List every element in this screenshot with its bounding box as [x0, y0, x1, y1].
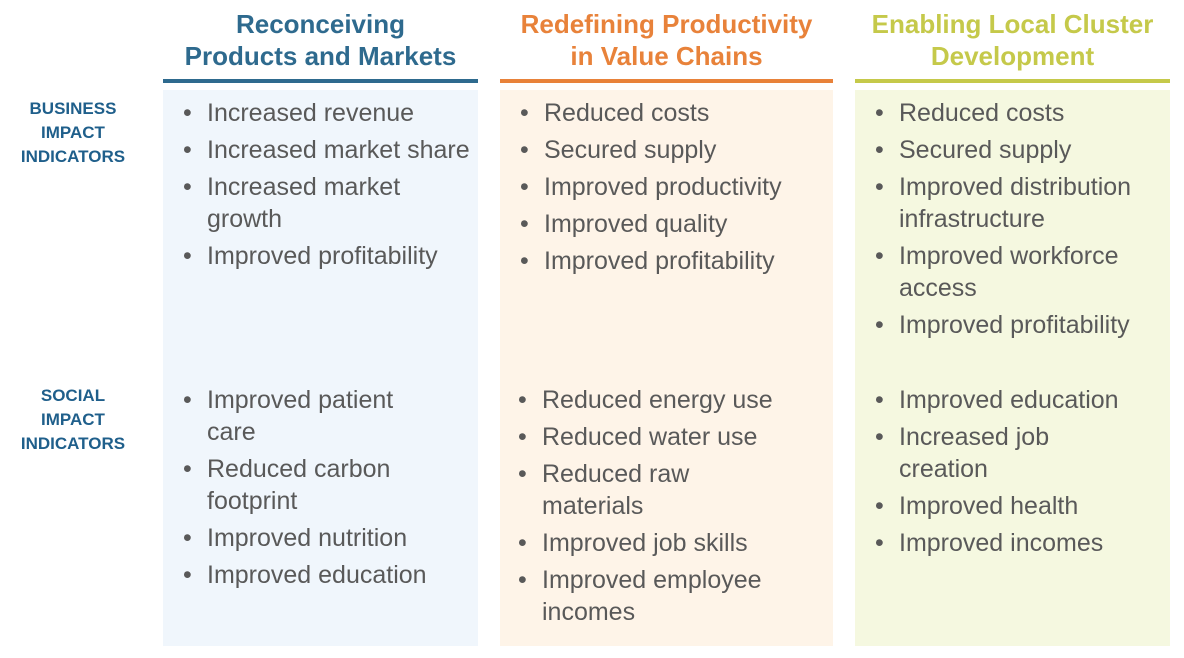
social-list-cluster: Improved education Increased job creatio… [875, 384, 1155, 564]
column-title-line2: in Value Chains [570, 41, 763, 71]
row-label-line: BUSINESS [29, 99, 117, 118]
list-item: Improved nutrition [183, 522, 433, 554]
list-item: Improved quality [520, 208, 825, 240]
row-label-line: IMPACT [41, 410, 105, 429]
list-item: Reduced carbon footprint [183, 453, 433, 517]
list-item: Improved distribution infrastructure [875, 171, 1165, 235]
list-item: Improved education [183, 559, 433, 591]
list-item: Secured supply [520, 134, 825, 166]
list-item: Improved job skills [518, 527, 803, 559]
list-item: Improved profitability [183, 240, 473, 272]
list-item: Reduced raw materials [518, 458, 742, 522]
column-title-line2: Products and Markets [184, 41, 457, 71]
list-item: Improved profitability [875, 309, 1165, 341]
row-label-line: INDICATORS [20, 147, 126, 166]
column-header-cluster: Enabling Local Cluster Development [855, 0, 1170, 80]
list-item: Improved education [875, 384, 1155, 416]
row-label-line: INDICATORS [20, 434, 126, 453]
list-item: Improved productivity [520, 171, 825, 203]
social-list-productivity: Reduced energy use Reduced water use Red… [518, 384, 803, 633]
list-item: Improved patient care [183, 384, 433, 448]
list-item: Improved health [875, 490, 1155, 522]
list-item: Reduced costs [875, 97, 1165, 129]
column-rule-cluster [855, 79, 1170, 83]
list-item: Improved incomes [875, 527, 1155, 559]
list-item: Improved employee incomes [518, 564, 803, 628]
list-item: Reduced energy use [518, 384, 803, 416]
list-item: Improved profitability [520, 245, 825, 277]
column-title-line2: Development [930, 41, 1095, 71]
row-label-line: IMPACT [41, 123, 105, 142]
column-title-line1: Enabling Local Cluster [871, 9, 1154, 39]
list-item: Increased market share [183, 134, 473, 166]
row-label-line: SOCIAL [40, 386, 106, 405]
row-label-business: BUSINESS IMPACT INDICATORS [0, 97, 146, 169]
list-item: Increased revenue [183, 97, 473, 129]
social-list-products: Improved patient care Reduced carbon foo… [183, 384, 433, 596]
list-item: Increased market growth [183, 171, 473, 235]
list-item: Increased job creation [875, 421, 1099, 485]
column-header-products: Reconceiving Products and Markets [163, 0, 478, 80]
business-list-cluster: Reduced costs Secured supply Improved di… [875, 97, 1165, 346]
column-title-line1: Reconceiving [235, 9, 406, 39]
business-list-productivity: Reduced costs Secured supply Improved pr… [520, 97, 825, 282]
column-title-line1: Redefining Productivity [520, 9, 813, 39]
column-rule-productivity [500, 79, 833, 83]
list-item: Secured supply [875, 134, 1165, 166]
row-label-social: SOCIAL IMPACT INDICATORS [0, 384, 146, 456]
business-list-products: Increased revenue Increased market share… [183, 97, 473, 277]
list-item: Reduced costs [520, 97, 825, 129]
column-rule-products [163, 79, 478, 83]
list-item: Reduced water use [518, 421, 803, 453]
list-item: Improved workforce access [875, 240, 1165, 304]
column-header-productivity: Redefining Productivity in Value Chains [500, 0, 833, 80]
